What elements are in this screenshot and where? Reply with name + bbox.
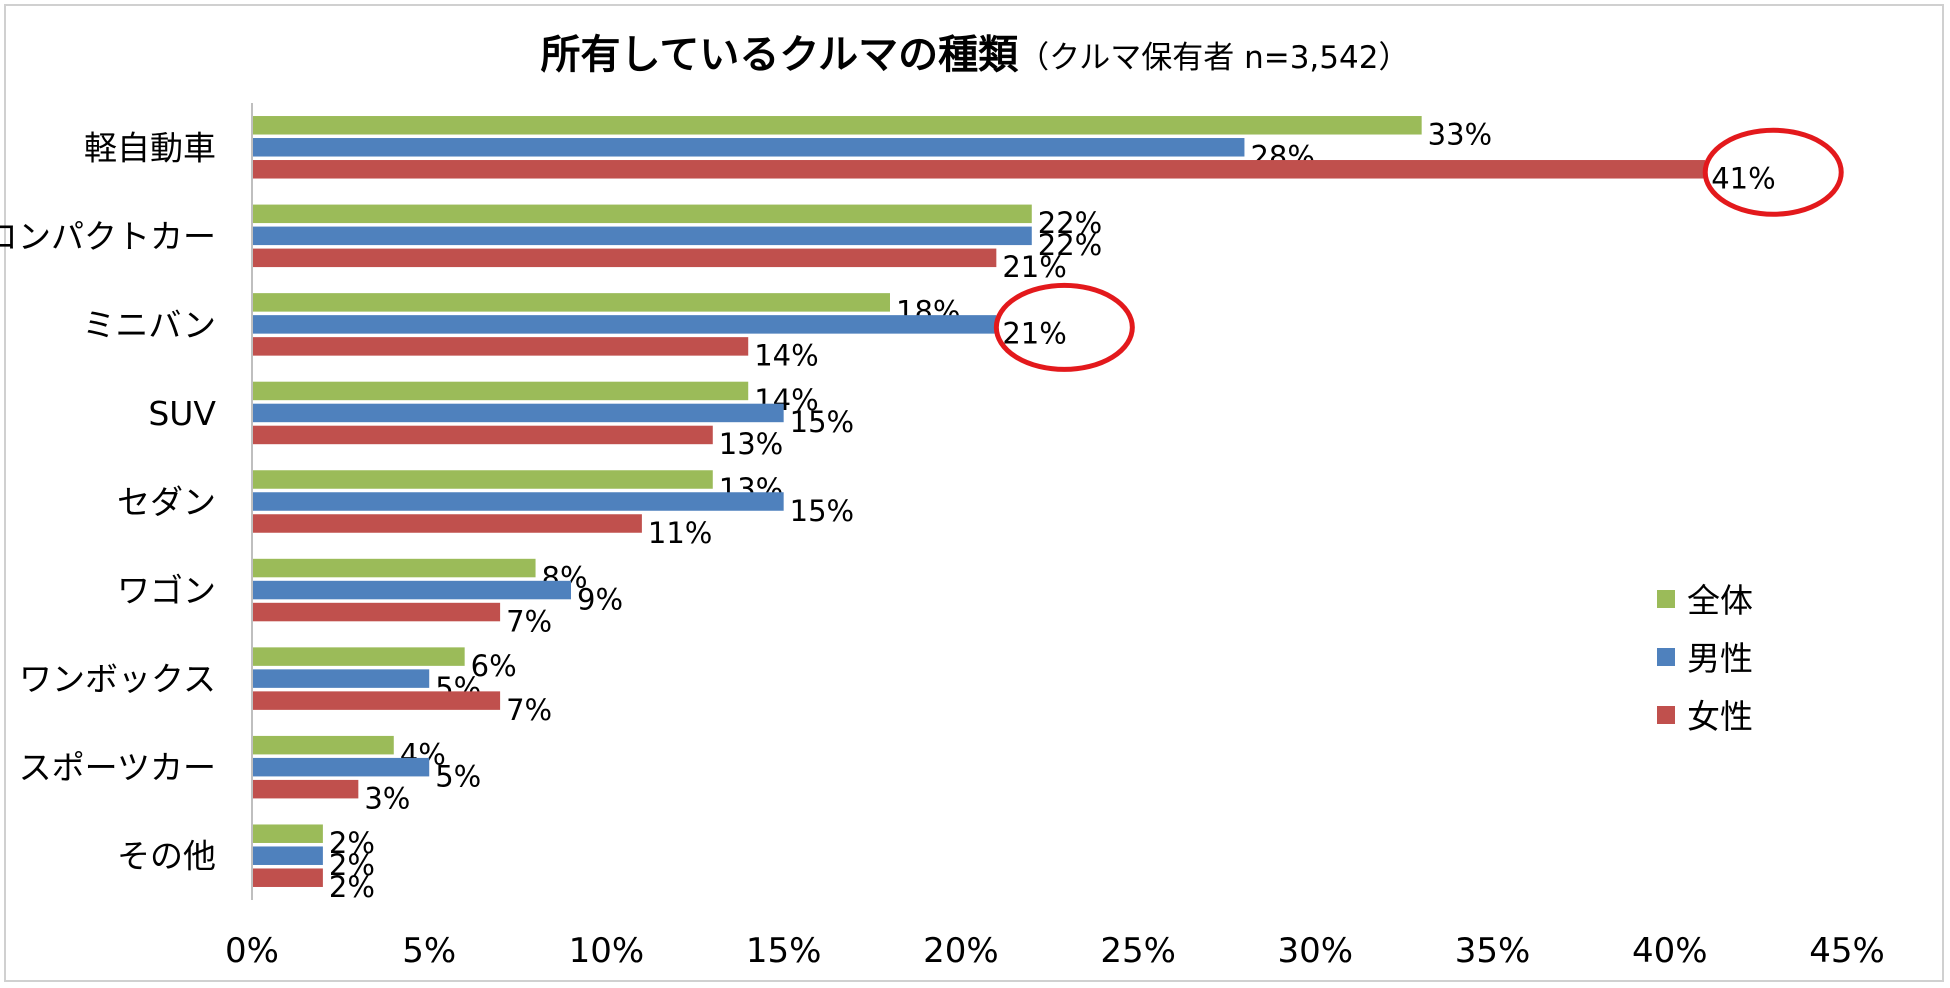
bar-all xyxy=(253,204,1032,224)
bar-male xyxy=(253,669,430,688)
category-label: その他 xyxy=(117,837,216,876)
data-label: 5% xyxy=(435,759,481,793)
category-label: スポーツカー xyxy=(19,748,216,787)
data-label: 14% xyxy=(754,339,818,373)
data-label: 6% xyxy=(471,649,517,683)
bar-male xyxy=(253,846,323,865)
category-label: コンパクトカー xyxy=(0,217,216,256)
bar-female xyxy=(253,779,359,799)
data-label: 7% xyxy=(506,693,552,727)
highlight-circle xyxy=(993,282,1135,372)
x-tick-label: 10% xyxy=(569,931,645,971)
data-label: 11% xyxy=(648,516,712,550)
data-label: 21% xyxy=(1002,250,1066,284)
bar-female xyxy=(253,248,997,268)
bar-female xyxy=(253,425,713,445)
bar-all xyxy=(253,381,749,401)
x-tick-label: 35% xyxy=(1455,931,1531,971)
data-label: 33% xyxy=(1428,118,1492,152)
chart-frame xyxy=(4,4,1944,982)
bar-all xyxy=(253,735,394,755)
legend-label: 女性 xyxy=(1687,697,1753,736)
x-tick-label: 25% xyxy=(1100,931,1176,971)
x-tick-label: 20% xyxy=(923,931,999,971)
bar-female xyxy=(253,868,323,887)
x-tick-label: 30% xyxy=(1278,931,1354,971)
legend-swatch xyxy=(1657,590,1675,608)
chart-title-block: 所有しているクルマの種類（クルマ保有者 n=3,542） xyxy=(0,22,1950,80)
bar-all xyxy=(253,558,536,578)
x-tick-label: 40% xyxy=(1632,931,1708,971)
chart-subtitle: （クルマ保有者 n=3,542） xyxy=(1018,40,1410,76)
data-label: 22% xyxy=(1038,206,1102,240)
category-label: SUV xyxy=(148,394,216,433)
bar-female xyxy=(253,160,1706,179)
x-tick-label: 5% xyxy=(402,931,456,971)
data-label: 15% xyxy=(790,405,854,439)
bar-all xyxy=(253,116,1422,135)
bar-male xyxy=(253,492,784,511)
x-tick-label: 0% xyxy=(225,931,279,971)
data-label: 2% xyxy=(329,870,375,904)
category-label: ワンボックス xyxy=(19,660,216,699)
bar-female xyxy=(253,514,642,533)
bar-male xyxy=(253,138,1245,157)
category-label: セダン xyxy=(117,483,216,522)
data-label: 7% xyxy=(506,604,552,638)
legend-swatch xyxy=(1657,706,1675,724)
bar-female xyxy=(253,691,501,710)
bar-male xyxy=(253,315,997,334)
data-label: 13% xyxy=(719,427,783,461)
legend-label: 全体 xyxy=(1687,581,1753,620)
category-label: ワゴン xyxy=(117,571,216,610)
bar-male xyxy=(253,403,784,423)
data-label: 41% xyxy=(1711,162,1775,196)
data-label: 9% xyxy=(577,582,623,616)
bar-all xyxy=(253,824,323,843)
legend-swatch xyxy=(1657,648,1675,666)
bar-all xyxy=(253,293,890,312)
bar-all xyxy=(253,470,713,489)
x-tick-label: 15% xyxy=(746,931,822,971)
bar-male xyxy=(253,757,430,777)
bar-female xyxy=(253,602,501,622)
data-label: 15% xyxy=(790,494,854,528)
data-label: 2% xyxy=(329,826,375,860)
chart-title: 所有しているクルマの種類 xyxy=(540,32,1019,78)
x-tick-label: 45% xyxy=(1809,931,1885,971)
data-label: 22% xyxy=(1038,228,1102,262)
data-label: 2% xyxy=(329,848,375,882)
category-label: ミニバン xyxy=(82,305,216,344)
bar-male xyxy=(253,580,571,600)
category-label: 軽自動車 xyxy=(84,128,216,167)
legend-label: 男性 xyxy=(1687,639,1753,678)
bar-male xyxy=(253,226,1032,246)
data-label: 21% xyxy=(1002,317,1066,351)
bar-female xyxy=(253,337,749,356)
bar-all xyxy=(253,647,465,666)
data-label: 3% xyxy=(364,781,410,815)
highlight-circle xyxy=(1702,127,1844,217)
